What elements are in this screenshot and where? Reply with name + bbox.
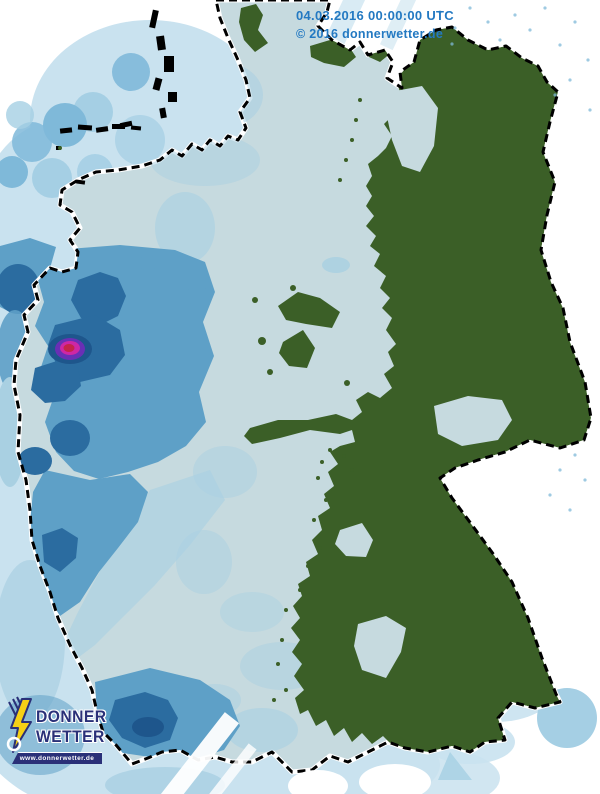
intense-storm-cell (24, 334, 164, 737)
copyright-label[interactable]: © 2016 donnerwetter.de (296, 27, 444, 41)
logo-website-banner[interactable]: www.donnerwetter.de (12, 752, 102, 764)
logo-website-label: www.donnerwetter.de (19, 755, 95, 762)
precipitation-inside (18, 63, 350, 760)
map-header: 04.03.2016 00:00:00 UTC © 2016 donnerwet… (296, 7, 596, 43)
coastal-islands (56, 9, 177, 185)
donnerwetter-logo[interactable]: DONNER WETTER www.donnerwetter.de (6, 694, 106, 768)
green-speckles (272, 98, 362, 702)
logo-word-wetter: WETTER (36, 727, 105, 746)
lightning-bolt-icon (6, 696, 32, 753)
timestamp-label: 04.03.2016 00:00:00 UTC (296, 8, 454, 23)
radar-spokes (150, 712, 431, 794)
drizzle-speckles (438, 6, 592, 512)
logo-word-donner: DONNER (36, 707, 107, 726)
radar-beam-circles (0, 53, 165, 198)
